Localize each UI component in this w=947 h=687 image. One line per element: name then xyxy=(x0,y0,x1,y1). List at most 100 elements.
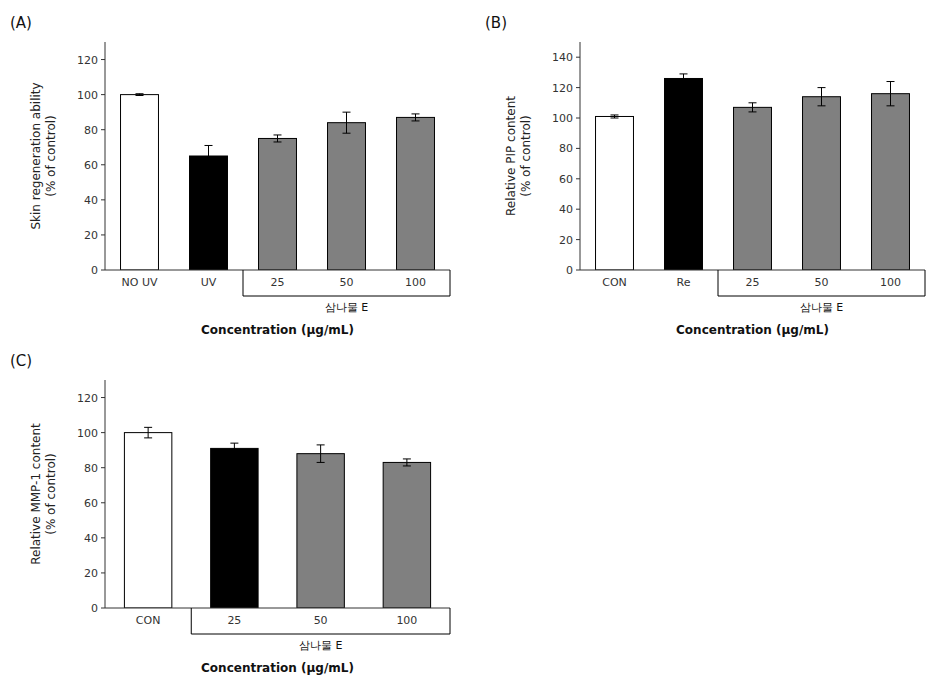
y-tick xyxy=(576,270,580,271)
bar xyxy=(803,97,841,270)
bar xyxy=(665,78,703,270)
y-axis-label: Skin regeneration ability(% of control) xyxy=(29,82,58,229)
y-tick xyxy=(101,199,105,200)
x-axis-line xyxy=(580,270,925,271)
bracket xyxy=(243,270,450,296)
bar xyxy=(328,123,366,270)
x-tick-label: 50 xyxy=(340,276,354,289)
bars xyxy=(121,94,435,270)
y-tick xyxy=(576,178,580,179)
y-tick xyxy=(576,118,580,119)
y-axis-line xyxy=(580,42,581,270)
x-tick-label: 50 xyxy=(314,614,328,627)
annotation: 삼나물 E xyxy=(325,301,368,314)
y-tick xyxy=(576,148,580,149)
y-tick-label: 0 xyxy=(91,264,98,277)
error-bar xyxy=(818,88,826,106)
x-tick-label: 25 xyxy=(746,276,760,289)
bars xyxy=(124,427,430,608)
bar xyxy=(734,107,772,270)
panel-label: (A) xyxy=(10,14,32,32)
y-tick-label: 40 xyxy=(84,532,98,545)
panel-label: (B) xyxy=(485,14,507,32)
x-axis-label: Concentration (μg/mL) xyxy=(201,661,354,675)
y-axis-line xyxy=(105,42,106,270)
panel: 020406080100120140CONRe2550100Relative P… xyxy=(485,14,925,337)
y-tick xyxy=(101,608,105,609)
error-bar xyxy=(136,94,144,96)
y-tick xyxy=(576,57,580,58)
y-tick xyxy=(101,537,105,538)
y-tick-label: 120 xyxy=(77,392,98,405)
error-bar xyxy=(274,135,282,142)
y-tick xyxy=(101,94,105,95)
error-bar xyxy=(317,445,325,463)
y-tick xyxy=(101,397,105,398)
bar xyxy=(211,448,258,608)
y-tick-label: 40 xyxy=(559,203,573,216)
panel: 0 20 40 60 80 100 120 CON 25 50 100 Relative MMP-1 … xyxy=(10,352,450,675)
y-tick xyxy=(576,87,580,88)
x-tick-label: 100 xyxy=(405,276,426,289)
y-tick-label: 120 xyxy=(552,82,573,95)
y-tick-label: 20 xyxy=(559,234,573,247)
x-tick-label: NO UV xyxy=(122,276,158,289)
y-tick-label: 100 xyxy=(77,89,98,102)
y-tick xyxy=(101,467,105,468)
y-tick xyxy=(101,164,105,165)
annotation: 삼나물 E xyxy=(299,639,342,652)
x-tick-label: 25 xyxy=(227,614,241,627)
y-axis-line xyxy=(105,380,106,608)
x-tick-label: UV xyxy=(201,276,217,289)
bar xyxy=(297,454,344,608)
y-tick-label: 40 xyxy=(84,194,98,207)
x-axis-line xyxy=(105,270,450,271)
y-tick xyxy=(101,572,105,573)
y-tick xyxy=(101,432,105,433)
y-tick-label: 20 xyxy=(84,567,98,580)
y-tick-label: 60 xyxy=(84,497,98,510)
y-tick xyxy=(101,129,105,130)
bracket xyxy=(718,270,925,296)
x-tick-label: 25 xyxy=(271,276,285,289)
error-bar xyxy=(230,443,238,454)
y-tick-label: 80 xyxy=(84,462,98,475)
x-tick-label: Re xyxy=(677,276,691,289)
y-tick xyxy=(101,270,105,271)
bar xyxy=(596,116,634,270)
bar xyxy=(383,462,430,608)
error-bar xyxy=(205,145,213,166)
y-axis-label: Relative PIP content(% of control) xyxy=(504,96,533,216)
y-tick-label: 100 xyxy=(552,112,573,125)
bar xyxy=(121,95,159,270)
y-tick-label: 80 xyxy=(559,142,573,155)
y-tick xyxy=(101,234,105,235)
x-axis-label: Concentration (μg/mL) xyxy=(676,323,829,337)
error-bar xyxy=(144,427,152,438)
x-tick-label: CON xyxy=(602,276,627,289)
bar xyxy=(259,138,297,270)
error-bar xyxy=(611,115,619,118)
x-tick-label: 50 xyxy=(815,276,829,289)
error-bar xyxy=(887,82,895,106)
x-tick-label: 100 xyxy=(396,614,417,627)
y-tick-label: 60 xyxy=(559,173,573,186)
bar xyxy=(190,156,228,270)
error-bar xyxy=(680,74,688,83)
y-tick-label: 0 xyxy=(566,264,573,277)
bar xyxy=(124,433,171,608)
x-tick-label: 100 xyxy=(880,276,901,289)
y-tick xyxy=(101,59,105,60)
y-tick-label: 120 xyxy=(77,54,98,67)
y-tick-label: 100 xyxy=(77,427,98,440)
y-axis-label: Relative MMP-1 content(% of control) xyxy=(29,423,58,565)
x-tick-label: CON xyxy=(136,614,161,627)
y-tick-label: 0 xyxy=(91,602,98,615)
bar xyxy=(397,117,435,270)
x-axis-line xyxy=(105,608,450,609)
y-tick-label: 60 xyxy=(84,159,98,172)
error-bar xyxy=(749,103,757,112)
y-tick-label: 20 xyxy=(84,229,98,242)
y-tick xyxy=(576,239,580,240)
y-tick-label: 80 xyxy=(84,124,98,137)
